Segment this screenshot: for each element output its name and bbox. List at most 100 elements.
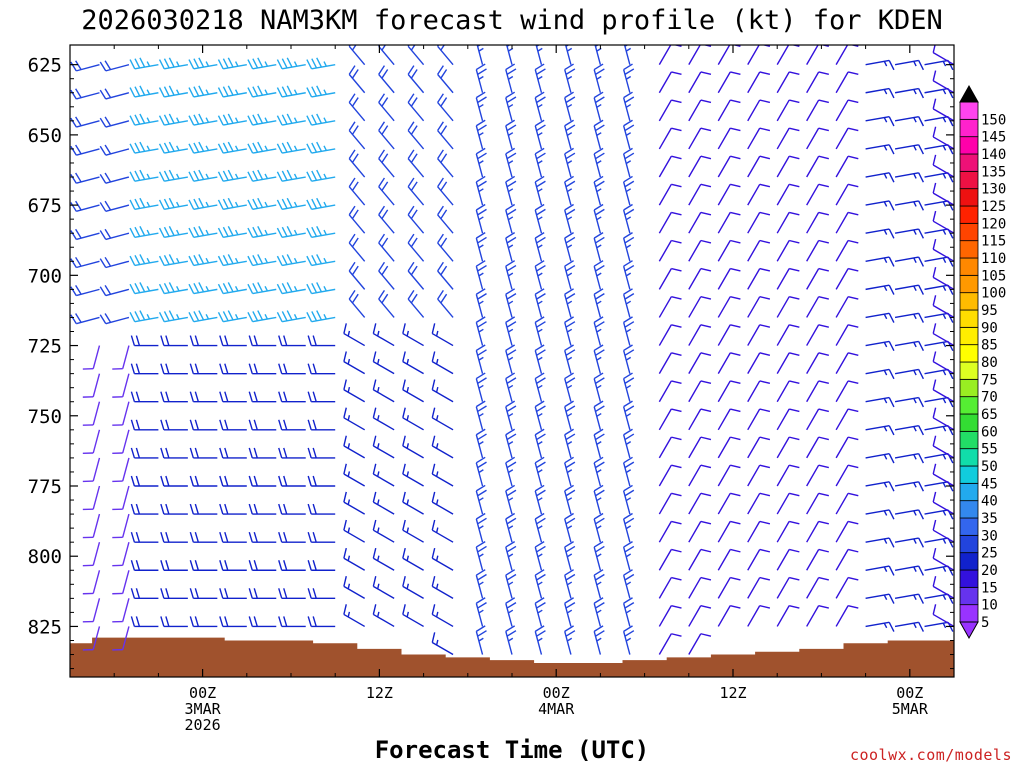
barb-full xyxy=(402,463,406,475)
barb-half xyxy=(913,201,917,207)
barb-half xyxy=(176,145,180,151)
wind-barb xyxy=(99,313,130,325)
barb-full xyxy=(189,363,195,374)
barb-staff xyxy=(134,148,159,154)
barb-staff xyxy=(688,212,702,234)
barb-staff xyxy=(92,429,101,454)
barb-full xyxy=(224,616,229,627)
wind-barb xyxy=(564,456,576,487)
wind-barb xyxy=(306,169,336,182)
barb-full xyxy=(700,211,712,216)
x-tick-label: 12Z xyxy=(366,684,393,702)
barb-full xyxy=(623,512,633,520)
barb-staff xyxy=(564,97,572,122)
barb-full xyxy=(351,265,359,276)
barb-full xyxy=(536,461,546,469)
barb-full xyxy=(198,57,205,68)
barb-staff xyxy=(252,120,277,126)
barb-full xyxy=(348,261,356,272)
barb-staff xyxy=(688,99,702,122)
barb-staff xyxy=(223,148,247,154)
barb-half xyxy=(478,103,484,108)
barb-full xyxy=(378,93,386,103)
barb-staff xyxy=(134,232,159,239)
barb-full xyxy=(624,630,635,637)
barb-staff xyxy=(622,378,631,402)
barb-staff xyxy=(223,204,247,210)
wind-barb xyxy=(247,310,277,323)
barb-full xyxy=(506,68,517,75)
wind-barb xyxy=(835,436,859,459)
barb-full xyxy=(593,428,604,436)
barb-full xyxy=(565,517,576,525)
wind-barb xyxy=(776,127,800,150)
barb-half xyxy=(323,201,327,207)
barb-full xyxy=(281,226,288,237)
barb-full xyxy=(477,349,487,356)
barb-staff xyxy=(688,268,702,290)
barb-full xyxy=(311,114,318,125)
wind-barb xyxy=(70,317,71,319)
colorbar-label: 145 xyxy=(981,130,1006,146)
barb-full xyxy=(534,597,545,604)
wind-barb xyxy=(431,379,454,403)
wind-barb xyxy=(160,447,188,459)
barb-full xyxy=(475,175,486,183)
barb-half xyxy=(942,89,947,95)
barb-half xyxy=(508,525,514,530)
barb-full xyxy=(475,63,486,71)
barb-staff xyxy=(475,603,484,627)
barb-staff xyxy=(747,127,761,150)
x-tick-label: 3MAR xyxy=(185,700,222,718)
barb-full xyxy=(252,198,259,209)
barb-staff xyxy=(865,537,890,543)
barb-staff xyxy=(475,406,484,430)
barb-full xyxy=(307,616,312,627)
barb-staff xyxy=(407,73,425,94)
barb-full xyxy=(402,547,406,559)
barb-staff xyxy=(505,574,513,599)
barb-staff xyxy=(281,63,306,70)
barb-full xyxy=(506,630,517,637)
barb-full xyxy=(789,127,800,132)
wind-barb xyxy=(475,540,487,571)
wind-barb xyxy=(806,45,829,66)
barb-full xyxy=(477,517,487,525)
barb-staff xyxy=(431,473,454,487)
terrain-fill xyxy=(70,637,954,677)
barb-staff xyxy=(372,501,395,515)
barb-full xyxy=(477,236,487,244)
barb-full xyxy=(247,227,254,238)
barb-full xyxy=(440,125,448,135)
barb-full xyxy=(431,351,436,362)
wind-barb xyxy=(431,323,454,347)
barb-full xyxy=(624,433,635,441)
wind-barb xyxy=(932,379,954,403)
wind-barb xyxy=(593,344,605,374)
wind-barb xyxy=(378,93,395,122)
barb-full xyxy=(730,380,741,385)
barb-staff xyxy=(437,102,454,122)
barb-staff xyxy=(281,120,306,126)
colorbar-swatch xyxy=(959,240,979,259)
wind-barb xyxy=(188,282,218,295)
barb-half xyxy=(942,229,947,235)
wind-barb xyxy=(372,519,395,543)
barb-staff xyxy=(776,464,790,487)
barb-staff xyxy=(776,605,790,627)
barb-staff xyxy=(343,529,366,543)
barb-full xyxy=(252,142,259,153)
barb-staff xyxy=(534,266,543,290)
barb-full xyxy=(188,59,195,70)
barb-half xyxy=(146,201,151,207)
barb-full xyxy=(759,576,771,581)
wind-barb xyxy=(248,447,277,459)
wind-barb xyxy=(343,407,366,431)
barb-half xyxy=(625,47,632,52)
barb-full xyxy=(286,113,293,124)
barb-full xyxy=(888,88,895,99)
barb-full xyxy=(407,233,415,244)
colorbar-swatch xyxy=(959,361,979,380)
wind-barb xyxy=(622,484,635,515)
barb-full xyxy=(253,531,258,543)
